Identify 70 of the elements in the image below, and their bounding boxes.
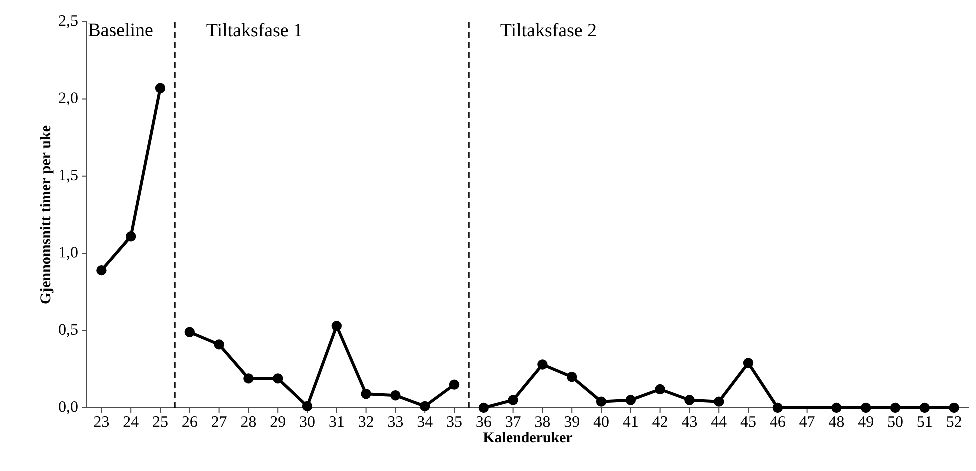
x-tick-label: 50 (888, 416, 903, 428)
point (772, 402, 784, 414)
point (96, 265, 107, 276)
annotation: Tiltaksfase 1 (206, 23, 302, 37)
point (949, 402, 960, 414)
x-tick-label: 39 (564, 416, 580, 428)
x-tick-label: 45 (740, 416, 756, 428)
x-tick-label: 23 (94, 416, 110, 428)
x-tick-label: 51 (918, 416, 932, 428)
y-tick-label: 0,0 (59, 401, 78, 415)
x-tick-label: 26 (182, 416, 198, 428)
point (832, 402, 842, 414)
x-tick-label: 40 (594, 416, 609, 428)
point (214, 340, 224, 350)
x-tick-label: 46 (770, 416, 786, 428)
x-tick-label: 36 (476, 416, 492, 428)
x-tick-label: 48 (829, 416, 844, 428)
y-tick-label: 2,0 (59, 92, 78, 106)
point (508, 395, 518, 406)
annotation: Tiltaksfase 2 (500, 23, 596, 37)
point (184, 327, 195, 338)
y-tick-label: 2,5 (59, 16, 78, 28)
point (361, 389, 372, 400)
x-tick-label: 38 (536, 416, 550, 428)
point (478, 402, 489, 414)
point (920, 402, 930, 414)
x-tick-label: 52 (947, 416, 962, 428)
x-tick-label: 43 (682, 416, 698, 428)
point (626, 395, 636, 406)
x-tick-label: 29 (270, 416, 286, 428)
point (155, 83, 166, 94)
point (861, 402, 872, 414)
y-axis-title: Gjennomsnitt timer per uke (40, 126, 54, 304)
point (273, 374, 284, 384)
point (126, 232, 136, 242)
x-tick-label: 28 (241, 416, 256, 428)
y-tick-label: 1,5 (60, 170, 78, 183)
point (567, 372, 578, 382)
y-tick-label: 0,5 (59, 324, 78, 338)
x-tick-label: 49 (858, 416, 874, 428)
x-tick-label: 44 (711, 416, 727, 428)
x-tick-label: 47 (800, 416, 815, 428)
point (449, 380, 460, 390)
annotation: Baseline (88, 23, 153, 37)
x-tick-label: 37 (506, 416, 521, 428)
point (390, 390, 401, 401)
point (714, 396, 724, 407)
point (302, 401, 313, 412)
x-tick-label: 27 (212, 416, 227, 428)
point (538, 360, 548, 370)
x-tick-label: 35 (447, 416, 462, 428)
x-tick-label: 24 (124, 416, 139, 428)
point (420, 401, 430, 412)
x-axis-title: Kalenderuker (483, 432, 573, 443)
point (596, 396, 607, 407)
x-tick-label: 30 (300, 416, 315, 428)
x-tick-label: 25 (153, 416, 168, 428)
x-tick-label: 34 (418, 416, 433, 428)
y-tick-label: 1,0 (60, 247, 78, 260)
x-tick-label: 41 (623, 416, 638, 428)
x-tick-label: 31 (330, 416, 344, 428)
x-tick-label: 42 (652, 416, 668, 428)
point (743, 358, 754, 368)
x-tick-label: 33 (388, 416, 404, 428)
point (684, 395, 695, 406)
point (890, 402, 901, 414)
point (655, 384, 666, 395)
x-tick-label: 32 (359, 416, 374, 428)
point (244, 374, 254, 384)
point (332, 321, 342, 332)
